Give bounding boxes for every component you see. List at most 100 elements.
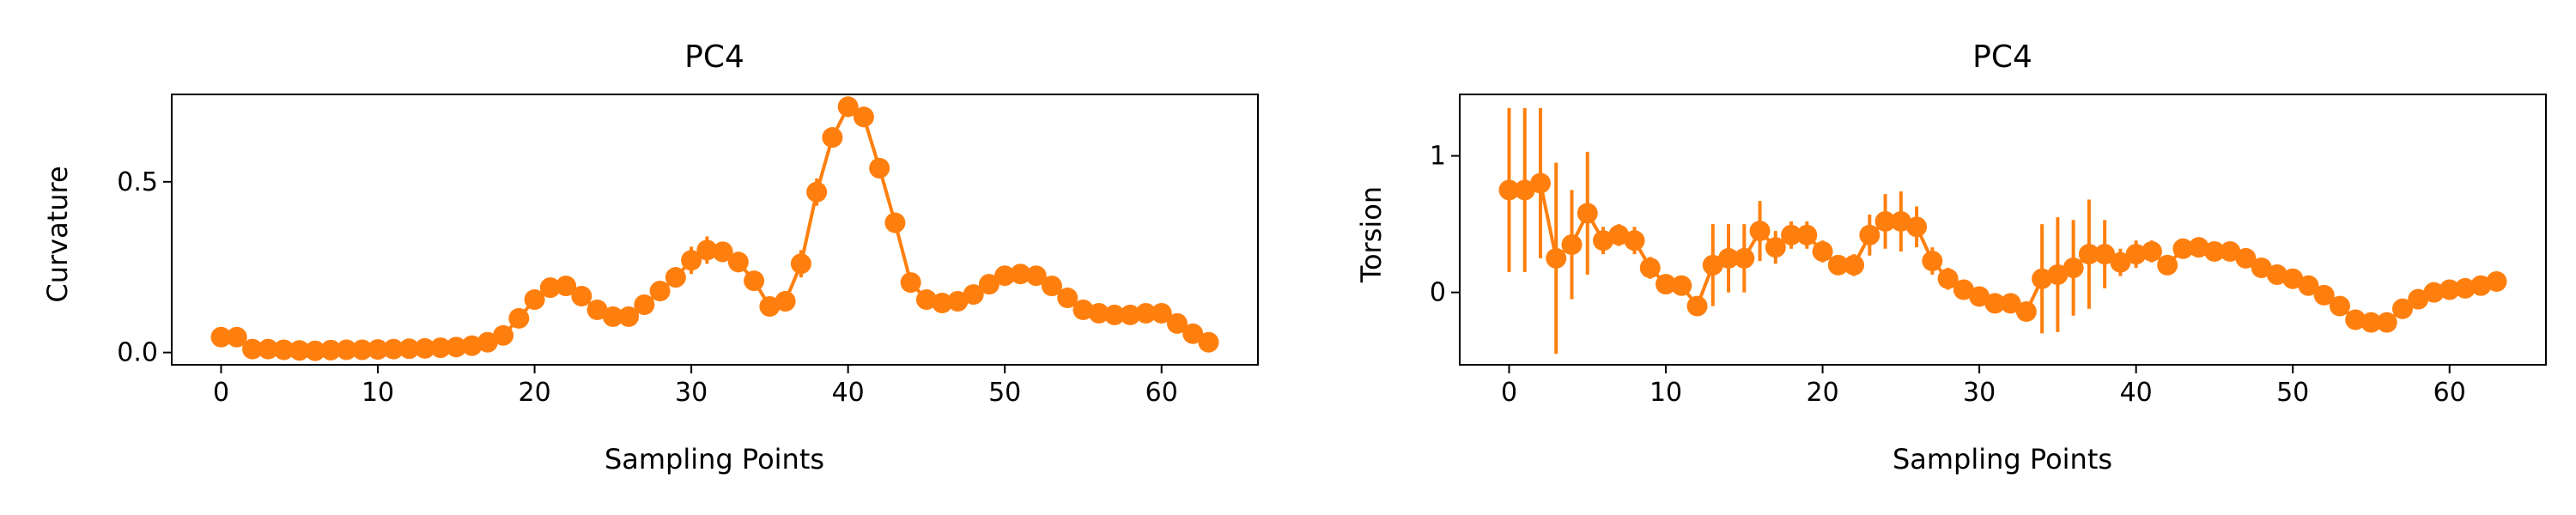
data-point <box>1057 288 1078 309</box>
data-point <box>2345 309 2366 330</box>
data-point <box>1624 230 1645 251</box>
y-tick-label: 1 <box>1430 142 1446 172</box>
data-point <box>1072 299 1094 320</box>
data-point <box>1937 268 1959 289</box>
data-point <box>414 337 435 359</box>
data-point <box>1166 312 1188 334</box>
data-point <box>2298 275 2319 296</box>
data-point <box>696 239 718 261</box>
data-point <box>915 289 937 311</box>
data-point <box>2423 282 2445 303</box>
data-point <box>712 241 733 263</box>
data-point <box>2454 277 2476 299</box>
data-point <box>2220 240 2241 262</box>
data-point <box>1765 237 1786 258</box>
x-tick-label: 0 <box>1501 378 1517 408</box>
y-tick-label: 0 <box>1430 278 1446 308</box>
chart-title: PC4 <box>684 39 744 75</box>
data-point <box>2015 300 2037 322</box>
data-point <box>1198 331 1219 353</box>
data-point <box>368 339 389 360</box>
data-point <box>571 286 592 307</box>
data-point <box>2376 312 2397 333</box>
data-point <box>273 339 295 360</box>
plot-area <box>210 96 1219 361</box>
data-point <box>602 306 623 327</box>
data-point <box>1827 254 1849 276</box>
data-point <box>1906 216 1928 238</box>
data-point <box>1969 286 1990 307</box>
data-point <box>947 291 969 312</box>
y-axis-label: Torsion <box>1355 186 1388 283</box>
data-point <box>1702 254 1723 276</box>
data-point <box>2203 240 2225 262</box>
curvature-chart: PC4 Curvature Sampling Points 0 10 20 30 40 5… <box>41 39 1259 476</box>
data-point <box>1120 304 1141 325</box>
data-point <box>1953 279 1974 300</box>
x-tick-label: 10 <box>361 378 394 408</box>
data-point <box>1041 276 1062 297</box>
data-point <box>1796 224 1818 245</box>
data-point <box>790 253 811 275</box>
data-point <box>226 326 247 348</box>
data-point <box>1718 247 1740 269</box>
data-point <box>2470 275 2492 296</box>
data-point <box>320 339 342 360</box>
data-point <box>2000 293 2021 314</box>
data-point <box>1088 302 1109 324</box>
data-point <box>884 212 906 233</box>
x-tick-label: 30 <box>675 378 708 408</box>
data-point <box>2329 295 2350 317</box>
data-point <box>2063 258 2084 279</box>
data-point <box>1103 304 1125 325</box>
data-point <box>727 251 749 273</box>
x-axis-label: Sampling Points <box>605 443 824 476</box>
data-point <box>744 270 765 292</box>
data-point <box>305 340 326 361</box>
y-tick-label: 0.0 <box>117 338 158 368</box>
data-point <box>1151 302 1172 324</box>
x-tick-label: 20 <box>518 378 550 408</box>
data-point <box>2172 238 2194 259</box>
data-point <box>1561 234 1583 255</box>
data-point <box>2266 264 2287 285</box>
data-point <box>1182 323 1204 344</box>
data-point <box>1498 179 1520 201</box>
x-tick-label: 20 <box>1806 378 1838 408</box>
data-point <box>2251 258 2272 279</box>
data-point <box>900 272 921 294</box>
data-point <box>336 339 357 360</box>
data-point <box>2439 279 2460 300</box>
x-tick-label: 40 <box>2120 378 2153 408</box>
data-point <box>994 265 1016 287</box>
data-point <box>2282 268 2304 289</box>
data-point <box>1671 275 1692 296</box>
axes-frame <box>171 94 1259 366</box>
data-point <box>493 324 514 346</box>
x-tick-label: 50 <box>988 378 1021 408</box>
data-point <box>806 181 828 203</box>
x-tick-label: 60 <box>2433 378 2466 408</box>
data-point <box>1859 224 1880 245</box>
data-point <box>2408 288 2429 310</box>
data-point <box>2078 244 2099 265</box>
data-point <box>822 127 843 148</box>
data-point <box>539 277 561 299</box>
data-point <box>1577 203 1598 224</box>
data-point <box>2125 244 2147 265</box>
x-tick-label: 50 <box>2276 378 2309 408</box>
data-point <box>665 267 686 288</box>
data-point <box>461 335 483 356</box>
data-point <box>586 299 608 320</box>
data-point <box>258 338 279 360</box>
x-tick-label: 10 <box>1649 378 1682 408</box>
series-line <box>221 105 1210 353</box>
x-tick-label: 30 <box>1963 378 1996 408</box>
data-point <box>618 306 640 327</box>
data-point <box>242 338 264 360</box>
data-point <box>2157 254 2178 276</box>
data-point <box>1686 295 1708 317</box>
data-point <box>1656 274 1677 295</box>
data-point <box>1639 258 1661 279</box>
data-point <box>1546 247 1567 269</box>
